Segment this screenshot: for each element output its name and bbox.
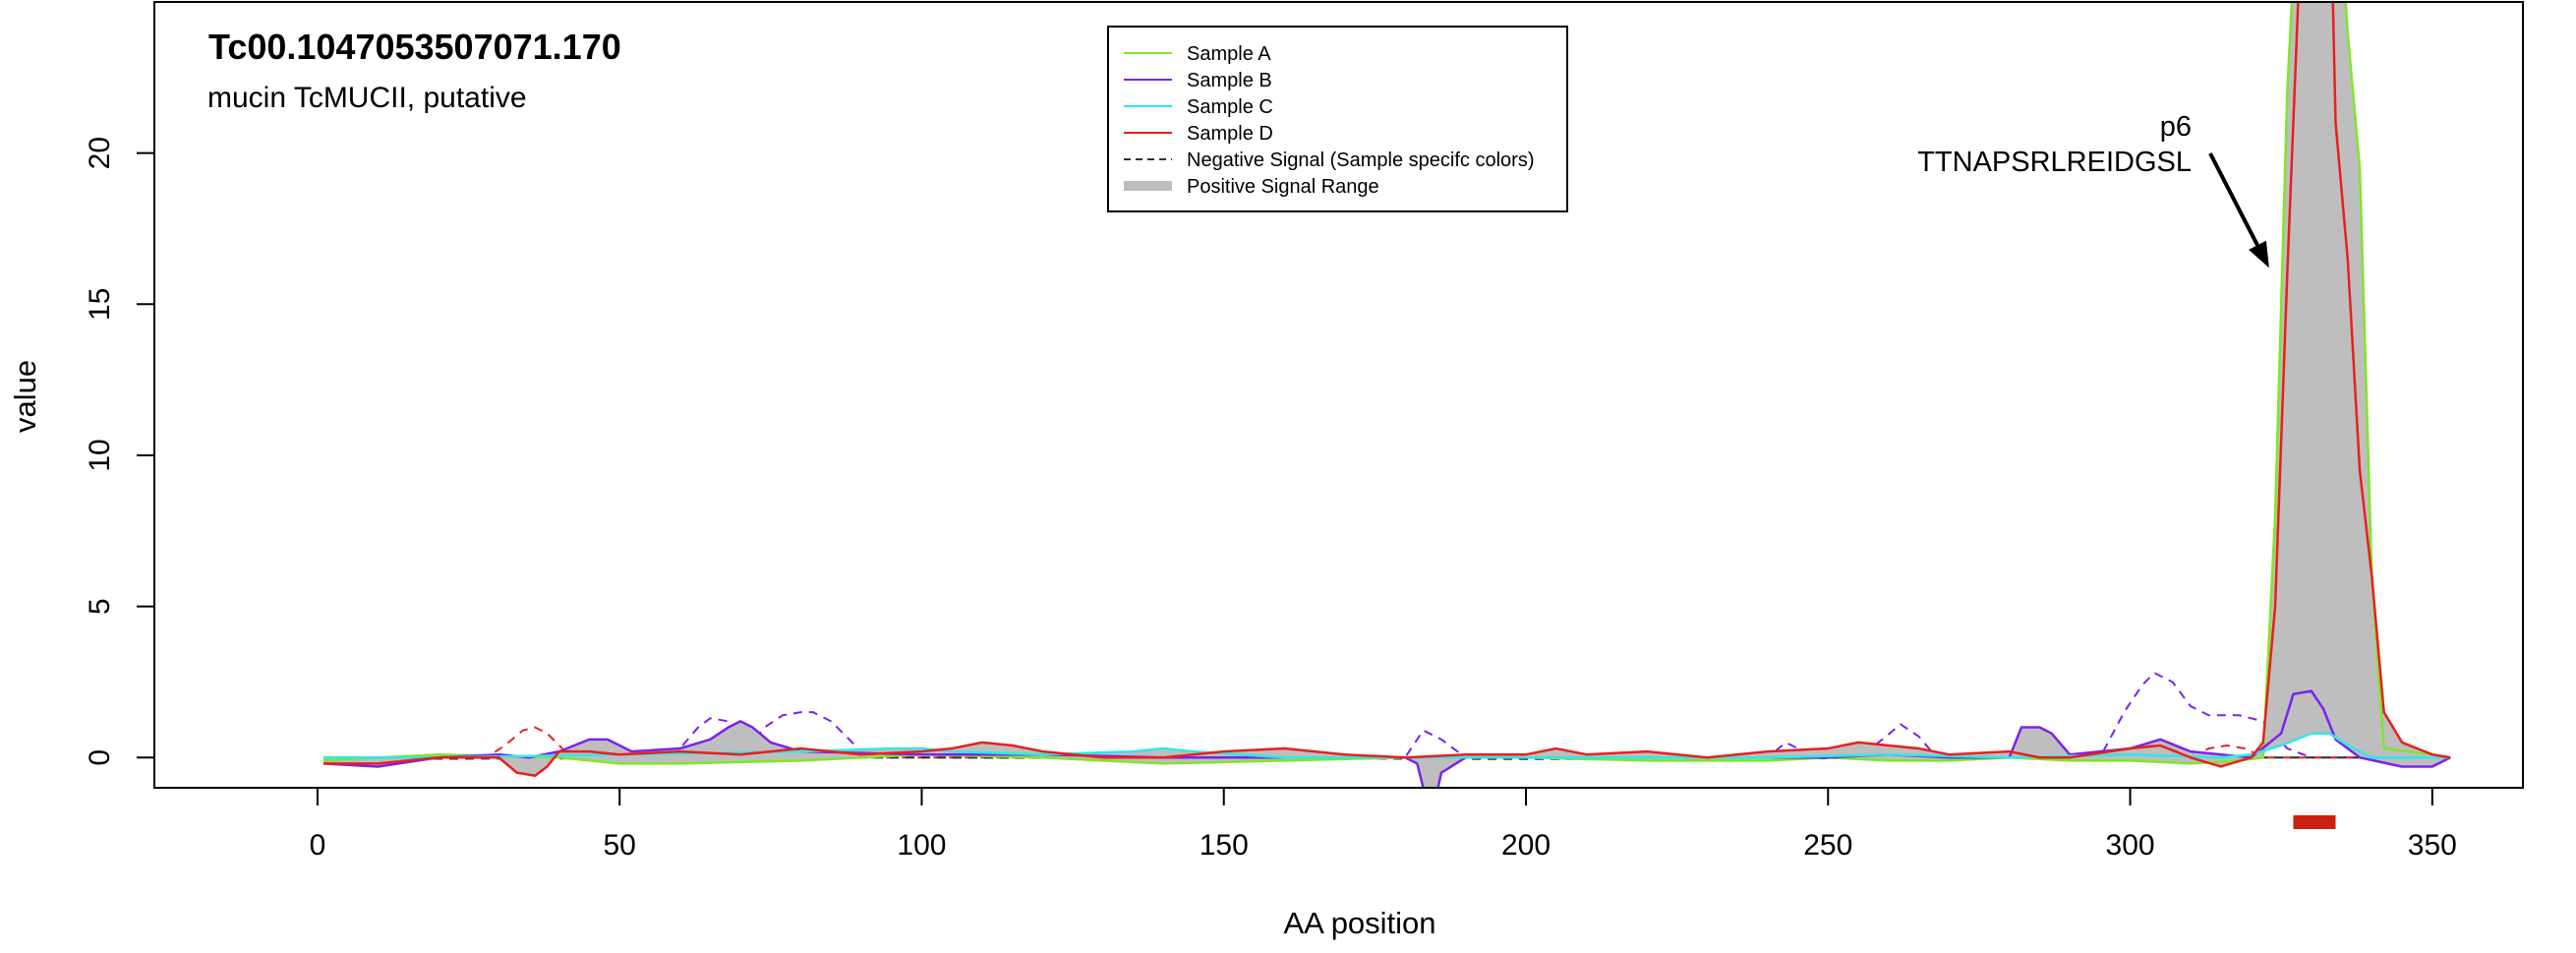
y-axis: 0 5 10 15 20 <box>84 137 155 766</box>
series-line <box>323 2 2451 777</box>
x-tick-label: 0 <box>310 829 326 862</box>
chart-title: Tc00.1047053507071.170 <box>208 27 621 67</box>
x-tick-label: 350 <box>2408 829 2457 862</box>
y-axis-label: value <box>8 360 42 433</box>
legend-label: Sample C <box>1187 96 1273 118</box>
series-lines <box>323 2 2451 788</box>
x-tick-label: 50 <box>604 829 636 862</box>
series-line <box>323 689 2451 788</box>
negative-signal-lines <box>323 672 2451 760</box>
annotation-arrowhead <box>2249 240 2269 268</box>
x-axis-label: AA position <box>1283 906 1435 940</box>
legend-box <box>1107 26 1568 212</box>
legend-label: Sample A <box>1187 43 1271 65</box>
peptide-annotation: p6 TTNAPSRLREIDGSL <box>1917 111 2269 268</box>
legend-label: Sample D <box>1187 123 1273 145</box>
peptide-marker <box>2293 815 2336 829</box>
x-axis: 0 50 100 150 200 250 300 350 <box>310 787 2457 862</box>
annotation-arrow <box>2208 152 2259 247</box>
x-tick-label: 250 <box>1803 829 1852 862</box>
x-tick-label: 100 <box>897 829 946 862</box>
annotation-line1: p6 <box>2160 111 2192 143</box>
negative-line <box>323 672 2451 759</box>
legend-label: Negative Signal (Sample specifc colors) <box>1187 149 1535 171</box>
y-tick-label: 5 <box>84 598 116 615</box>
x-tick-label: 150 <box>1200 829 1249 862</box>
chart-subtitle: mucin TcMUCII, putative <box>207 82 527 114</box>
legend-label: Sample B <box>1187 70 1272 91</box>
x-tick-label: 200 <box>1501 829 1551 862</box>
x-tick-label: 300 <box>2106 829 2155 862</box>
series-line <box>323 2 2451 765</box>
annotation-line2: TTNAPSRLREIDGSL <box>1917 147 2192 178</box>
y-tick-label: 15 <box>84 288 116 321</box>
legend-label: Positive Signal Range <box>1187 176 1379 198</box>
series-line <box>323 732 2451 759</box>
y-tick-label: 20 <box>84 137 116 169</box>
y-tick-label: 10 <box>84 439 116 471</box>
y-tick-label: 0 <box>84 749 116 766</box>
legend: Sample A Sample B Sample C Sample D Negative… <box>1107 26 1568 212</box>
